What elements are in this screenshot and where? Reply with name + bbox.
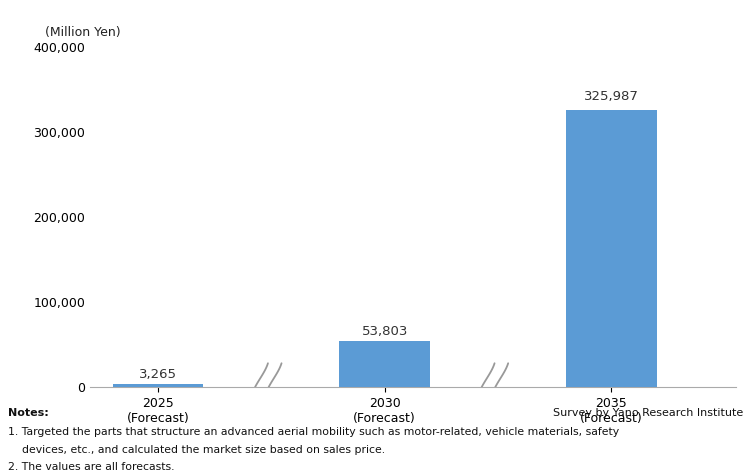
Text: 1. Targeted the parts that structure an advanced aerial mobility such as motor-r: 1. Targeted the parts that structure an … [8,427,619,437]
Text: (Million Yen): (Million Yen) [45,25,120,39]
Text: Survey by Yano Research Institute: Survey by Yano Research Institute [553,408,743,418]
Text: devices, etc., and calculated the market size based on sales price.: devices, etc., and calculated the market… [8,445,385,455]
Bar [339,341,430,387]
Text: 325,987: 325,987 [584,90,639,103]
Text: Notes:: Notes: [8,408,48,418]
Text: 3,265: 3,265 [139,368,177,381]
Bar [113,384,204,387]
Text: 53,803: 53,803 [361,325,408,338]
Bar [566,110,656,387]
Text: 2. The values are all forecasts.: 2. The values are all forecasts. [8,462,174,472]
